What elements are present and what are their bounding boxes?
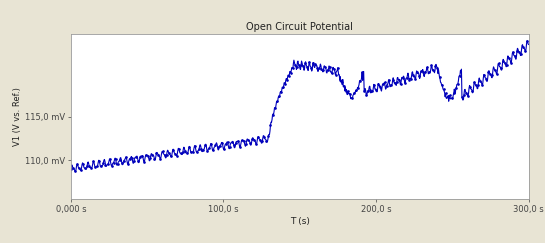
Y-axis label: V1 (V vs. Ref.): V1 (V vs. Ref.) xyxy=(14,87,22,146)
Title: Open Circuit Potential: Open Circuit Potential xyxy=(246,22,353,32)
X-axis label: T (s): T (s) xyxy=(290,217,310,226)
